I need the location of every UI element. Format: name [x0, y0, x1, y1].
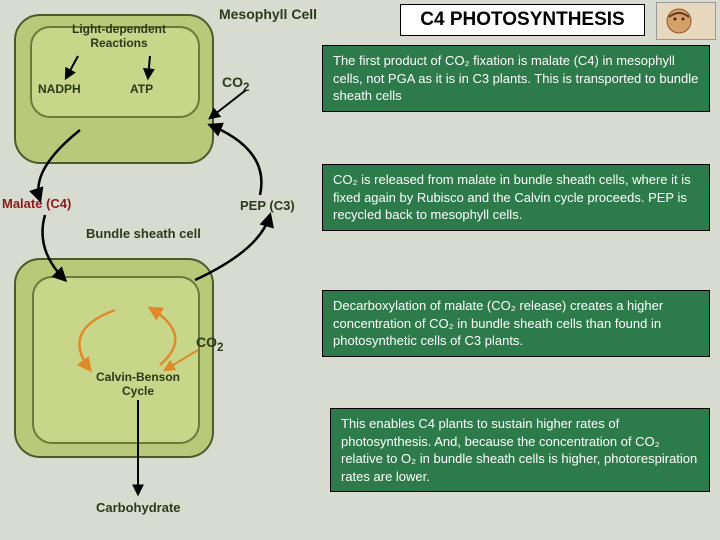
- info-box-4: This enables C4 plants to sustain higher…: [330, 408, 710, 492]
- carbohydrate-label: Carbohydrate: [96, 500, 181, 515]
- atp-label: ATP: [130, 82, 153, 96]
- pep-label: PEP (C3): [240, 198, 295, 213]
- bundle-sheath-cell: [14, 258, 214, 458]
- bundle-label: Bundle sheath cell: [86, 226, 201, 241]
- page-title: C4 PHOTOSYNTHESIS: [400, 4, 645, 36]
- info-box-1: The first product of CO₂ fixation is mal…: [322, 45, 710, 112]
- mesophyll-label: Mesophyll Cell: [208, 6, 328, 22]
- nadph-label: NADPH: [38, 82, 81, 96]
- info-box-3: Decarboxylation of malate (CO₂ release) …: [322, 290, 710, 357]
- corner-illustration: [656, 2, 716, 40]
- ldr-label: Light-dependent Reactions: [64, 22, 174, 50]
- calvin-label: Calvin-Benson Cycle: [78, 370, 198, 398]
- co2-top-label: CO2: [222, 74, 249, 94]
- malate-label: Malate (C4): [2, 196, 71, 211]
- co2-mid-label: CO2: [196, 334, 223, 354]
- info-box-2: CO₂ is released from malate in bundle sh…: [322, 164, 710, 231]
